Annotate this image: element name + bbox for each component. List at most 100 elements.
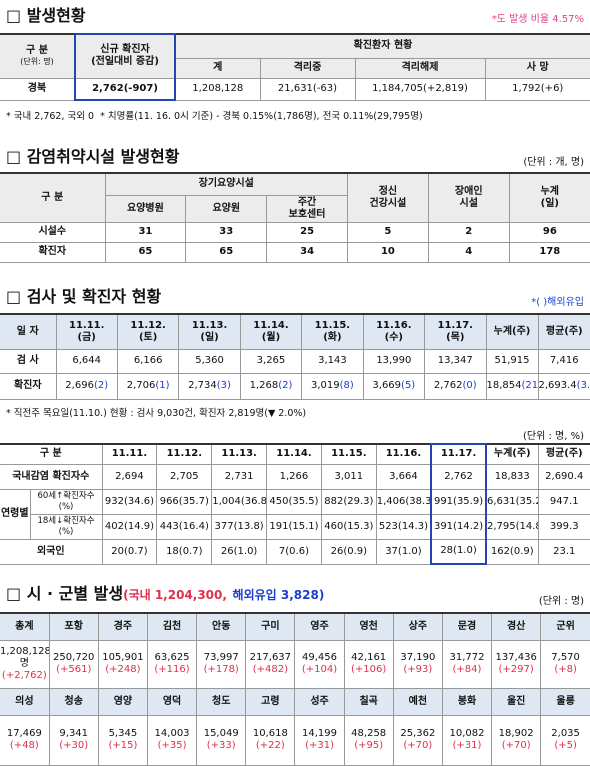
header-cell: 주간 보호센터 <box>266 194 348 223</box>
cell-text: (+33) <box>206 740 236 751</box>
cell-text: 정신 건강시설 <box>369 185 407 209</box>
table-row: 17,469 (+48) 9,341 (+30) 5,345 (+15) 14,003 (+3… <box>0 714 590 766</box>
cell-text: 영양 <box>113 695 133 707</box>
cell-text: 3,019 <box>310 380 340 391</box>
cell-text: 평균(주) <box>545 448 583 460</box>
cell-text: 검 사 <box>16 355 39 366</box>
table-row: 확진자 65 65 34 10 4 178 <box>0 241 590 263</box>
cell-text: 누계(주) <box>493 448 531 460</box>
cell: 217,637 (+482) <box>245 639 296 689</box>
cell: 5,345 (+15) <box>97 714 148 766</box>
cell: 18,833 <box>485 463 539 490</box>
cell: 6,166 <box>116 348 180 374</box>
cell-text: 1,184,705(+2,819) <box>372 83 468 94</box>
cell-text: 3,664 <box>389 470 418 482</box>
cell-text: 안동 <box>212 620 231 632</box>
cell-text: 250,720 <box>53 652 95 663</box>
cell-text: 확진자수(%) <box>58 491 95 512</box>
cell-text: 105,901 <box>102 652 144 663</box>
cell: 6,631(35.2) <box>485 488 539 515</box>
cell-text: (+178) <box>203 664 239 675</box>
header-cell: 구미 <box>245 612 296 641</box>
cell-text: 11.16. <box>385 448 422 460</box>
table-row: 요양병원 요양원 주간 보호센터 <box>0 194 590 223</box>
cell-text: 7,570 <box>551 652 580 663</box>
cell: 13,347 <box>424 348 487 374</box>
cell-text: 523(14.3) <box>378 520 428 532</box>
cell-text: 7(0.6) <box>278 545 309 557</box>
header-cell: 울릉 <box>540 687 590 716</box>
cell-text: (전일대비 증감) <box>91 56 159 68</box>
cell: 2,734(3) <box>178 372 241 400</box>
header-cell: 영주 <box>294 612 345 641</box>
table-row: 구 분 11.11. 11.12. 11.13. 11.14. 11.15. 11.16. 1… <box>0 443 590 465</box>
header-cell: 포항 <box>48 612 99 641</box>
header-cell: 11.14. <box>266 443 322 465</box>
header-cell: 누계(주) <box>485 313 539 350</box>
cell-text: 18(0.7) <box>166 545 203 557</box>
cell-text: 377(13.8) <box>214 520 264 532</box>
cell: 2,696(2) <box>55 372 118 400</box>
cell-text: 28(1.0) <box>440 545 477 557</box>
table-row: 검 사 6,644 6,166 5,360 3,265 3,143 13,990 13,347… <box>0 348 590 374</box>
cell: 932(34.6) <box>101 488 158 515</box>
cell: 3,669(5) <box>362 372 426 400</box>
note: * 국내 2,762, 국외 0 <box>6 111 95 122</box>
cell-text: 3,011 <box>334 470 364 482</box>
cell-text: (1) <box>155 380 170 391</box>
cell-text: 11.11. (금) <box>68 319 105 343</box>
cell-text: 장기요양시설 <box>198 178 254 190</box>
cell-text: 11.13. <box>221 448 257 460</box>
cell-text: 2,795(14.8) <box>487 520 537 532</box>
header-cell: 성주 <box>294 687 345 716</box>
cell: 3,664 <box>375 463 432 490</box>
cell: 37(1.0) <box>375 538 432 565</box>
cell-text: 경북 <box>27 83 47 94</box>
cell: 1,266 <box>266 463 322 490</box>
cell-text: 격리해제 <box>401 62 439 73</box>
cell: 20(0.7) <box>101 538 158 565</box>
cell-text: 2,734 <box>188 380 217 391</box>
header-cell: 구 분 <box>0 172 106 223</box>
cell: 연령별 <box>0 488 31 540</box>
cell-text: 34 <box>300 246 315 257</box>
cell-text: 2,693.4 <box>538 380 577 391</box>
header-cell: 11.11. (금) <box>55 313 118 350</box>
cell-text: 2,762 <box>444 470 473 482</box>
cell-text: (+95) <box>354 740 384 751</box>
cell-text: (+15) <box>108 740 138 751</box>
cell: 63,625 (+116) <box>146 639 198 689</box>
cell-text: 요양원 <box>212 202 241 214</box>
header-cell: 상주 <box>392 612 443 641</box>
cell-text: (8) <box>339 380 354 391</box>
cell-text: 2,035 <box>551 728 580 739</box>
cell-text: 37(1.0) <box>385 545 422 557</box>
cell-text: 연령별 <box>0 508 29 519</box>
ratio-note: *도 발생 비율 4.57% <box>491 14 584 25</box>
cell-text: 1,208,128 <box>192 83 244 94</box>
cell-text: 48,258 <box>351 728 387 739</box>
cell: 21,631(-63) <box>259 77 356 101</box>
table-row: 시설수 31 33 25 5 2 96 <box>0 221 590 243</box>
cell: 1,268(2) <box>239 372 303 400</box>
cell-text: 청송 <box>64 695 83 707</box>
cell-text: 2,690.4 <box>545 470 584 482</box>
cell: 399.3 <box>537 513 590 540</box>
cell: 1,208,128 <box>174 77 261 101</box>
age-table: 구 분 11.11. 11.12. 11.13. 11.14. 11.15. 11.16. 1… <box>0 443 590 565</box>
cell-text: 37,190 <box>400 652 436 663</box>
cell-text: 10,082 <box>449 728 485 739</box>
header-cell: 11.16. <box>375 443 432 465</box>
cell-text: 4 <box>465 246 473 257</box>
cell-text: (+248) <box>105 664 141 675</box>
cell-text: 63,625 <box>154 652 190 663</box>
cell: 162(0.9) <box>485 538 539 565</box>
cell-text: 49,456 <box>302 652 338 663</box>
cell-text: (+116) <box>154 664 190 675</box>
cell: 49,456 (+104) <box>294 639 345 689</box>
cell: 60세↑확진자수(%) <box>29 488 103 515</box>
cell-text: 137,436 <box>495 652 537 663</box>
table-row: 구 분 장기요양시설 정신 건강시설 장애인 시설 누계 (일) <box>0 172 590 223</box>
section-title: □ 검사 및 확진자 현황 <box>6 287 162 306</box>
header-cell: 요양원 <box>185 194 268 223</box>
